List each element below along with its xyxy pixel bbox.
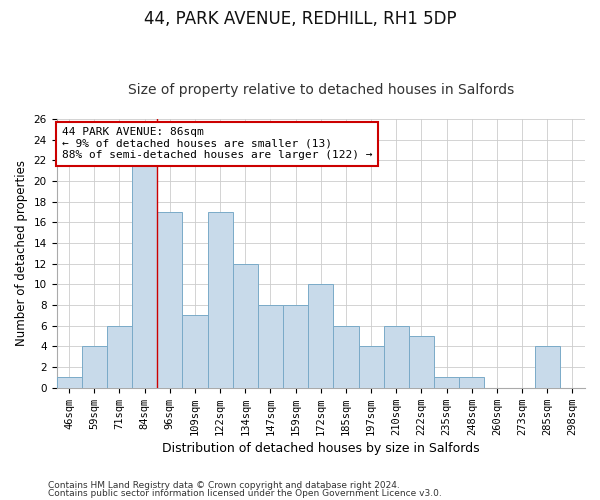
Bar [233, 264, 258, 388]
Bar [383, 326, 409, 388]
Bar [157, 212, 182, 388]
Bar [182, 316, 208, 388]
Bar [535, 346, 560, 388]
Bar [409, 336, 434, 388]
Bar [334, 326, 359, 388]
Bar [459, 378, 484, 388]
Bar [434, 378, 459, 388]
Bar [82, 346, 107, 388]
Bar [132, 160, 157, 388]
Bar [208, 212, 233, 388]
Bar [107, 326, 132, 388]
Bar [56, 378, 82, 388]
Bar [359, 346, 383, 388]
Bar [308, 284, 334, 388]
Text: Contains HM Land Registry data © Crown copyright and database right 2024.: Contains HM Land Registry data © Crown c… [48, 481, 400, 490]
Text: 44, PARK AVENUE, REDHILL, RH1 5DP: 44, PARK AVENUE, REDHILL, RH1 5DP [143, 10, 457, 28]
X-axis label: Distribution of detached houses by size in Salfords: Distribution of detached houses by size … [162, 442, 479, 455]
Text: Contains public sector information licensed under the Open Government Licence v3: Contains public sector information licen… [48, 488, 442, 498]
Bar [258, 305, 283, 388]
Bar [283, 305, 308, 388]
Text: 44 PARK AVENUE: 86sqm
← 9% of detached houses are smaller (13)
88% of semi-detac: 44 PARK AVENUE: 86sqm ← 9% of detached h… [62, 127, 373, 160]
Title: Size of property relative to detached houses in Salfords: Size of property relative to detached ho… [128, 83, 514, 97]
Y-axis label: Number of detached properties: Number of detached properties [15, 160, 28, 346]
